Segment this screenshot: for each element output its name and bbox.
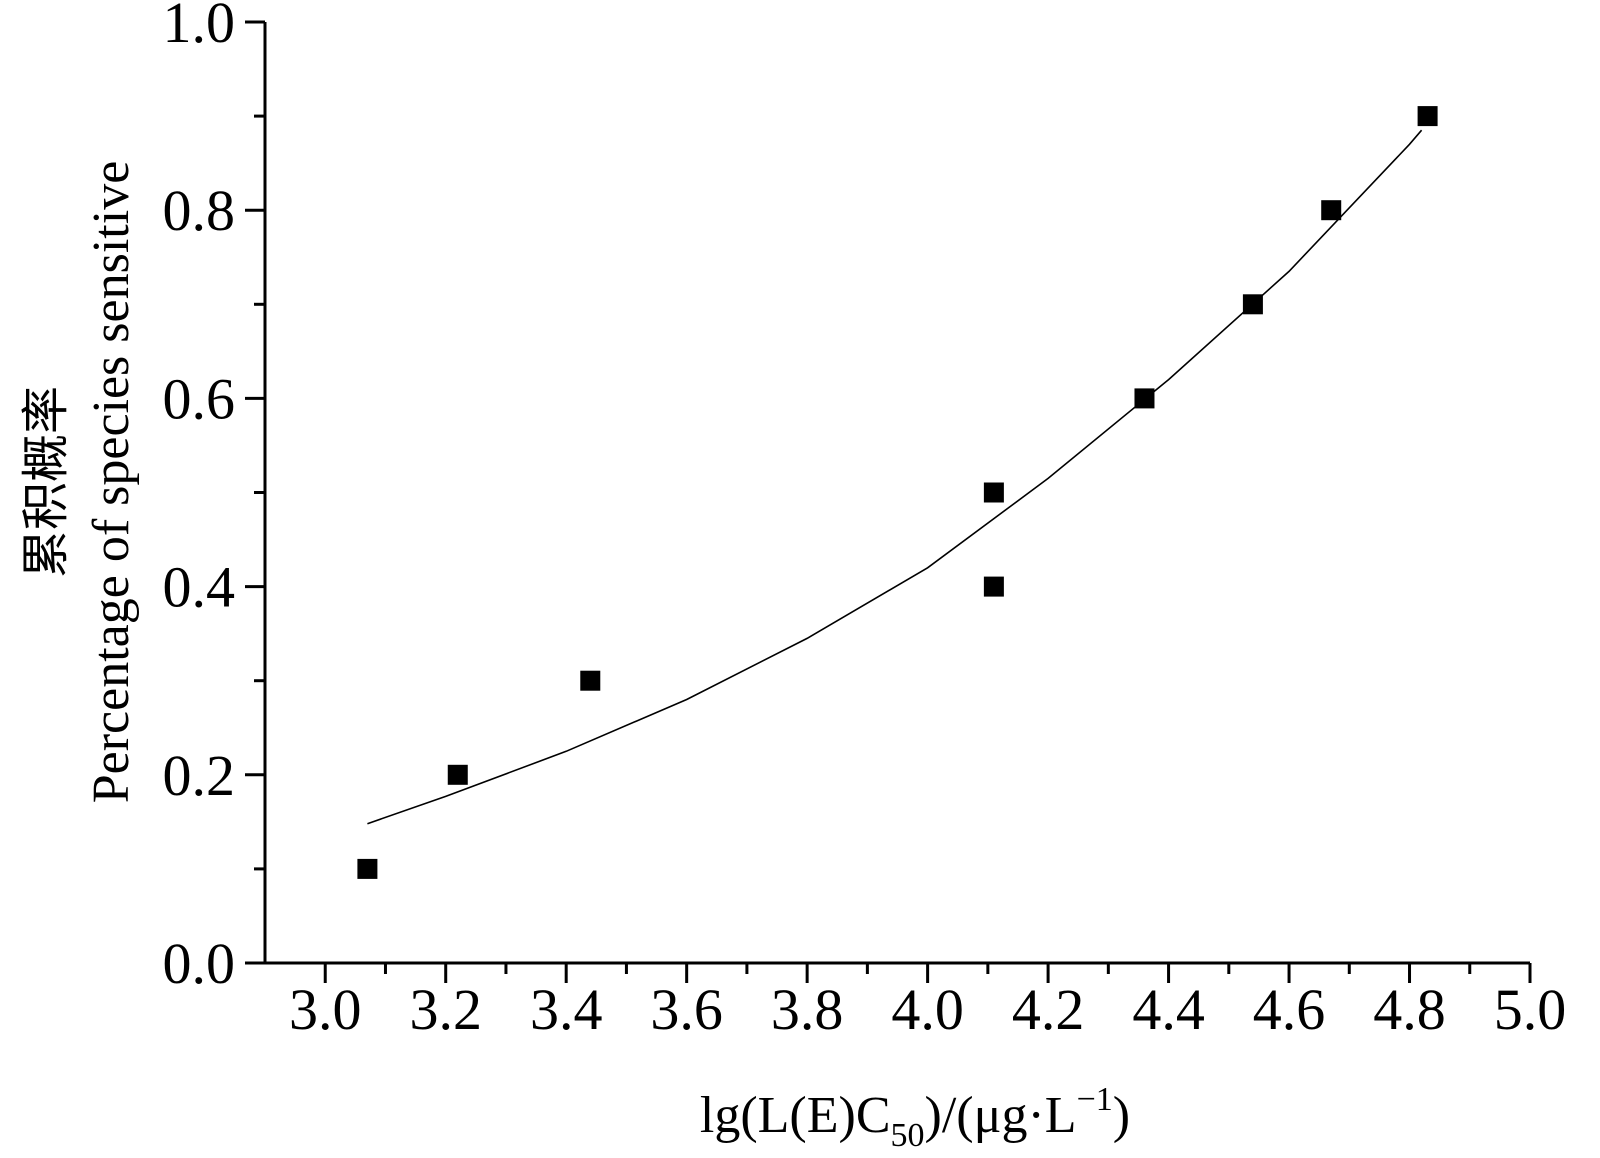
x-tick-label: 4.2 — [1012, 977, 1085, 1042]
x-axis-ticks: 3.0 3.2 3.4 3.6 3.8 4.0 4.2 4.4 4.6 4.8 5.0 — [289, 963, 1566, 1042]
y-axis-title-cn: 累积概率 — [18, 386, 74, 578]
data-point — [1134, 388, 1155, 409]
x-tick-label: 4.4 — [1132, 977, 1205, 1042]
x-axis-title-prefix: lg(L(E)C — [700, 1087, 891, 1144]
x-tick-label: 3.6 — [650, 977, 723, 1042]
y-axis-title: 累积概率 Percentage of species sensitive — [18, 161, 140, 804]
data-point — [1417, 106, 1438, 127]
axes — [263, 22, 1530, 965]
y-tick-label: 0.4 — [163, 555, 236, 620]
fit-curve — [367, 129, 1423, 825]
x-tick-label: 3.8 — [771, 977, 844, 1042]
x-tick-label: 4.6 — [1253, 977, 1326, 1042]
data-point — [1242, 294, 1263, 315]
x-tick-label: 5.0 — [1494, 977, 1567, 1042]
data-point — [1321, 200, 1342, 221]
data-point — [983, 576, 1004, 597]
x-axis-title: lg(L(E)C50)/(μg·L−1) — [700, 1081, 1130, 1154]
x-tick-label: 3.0 — [289, 977, 362, 1042]
y-tick-label: 0.0 — [163, 931, 236, 996]
series-layer — [357, 106, 1438, 879]
data-point — [580, 670, 601, 691]
x-axis-title-end: ) — [1113, 1087, 1130, 1144]
x-tick-label: 4.0 — [891, 977, 964, 1042]
y-tick-label: 0.6 — [163, 366, 236, 431]
data-point — [983, 482, 1004, 503]
x-tick-label: 3.4 — [530, 977, 603, 1042]
x-axis-title-superscript: −1 — [1077, 1081, 1113, 1118]
y-tick-label: 0.8 — [163, 178, 236, 243]
x-tick-label: 3.2 — [409, 977, 482, 1042]
x-axis-title-suffix: )/(μg·L — [925, 1087, 1077, 1144]
data-point — [357, 858, 378, 879]
x-tick-label: 4.8 — [1373, 977, 1446, 1042]
data-point — [447, 764, 468, 785]
y-axis-title-en: Percentage of species sensitive — [83, 161, 140, 804]
y-axis-ticks: 0.0 0.2 0.4 0.6 0.8 1.0 — [163, 0, 265, 996]
y-tick-label: 0.2 — [163, 743, 236, 808]
y-tick-label: 1.0 — [163, 0, 236, 55]
x-axis-title-subscript: 50 — [891, 1117, 925, 1154]
